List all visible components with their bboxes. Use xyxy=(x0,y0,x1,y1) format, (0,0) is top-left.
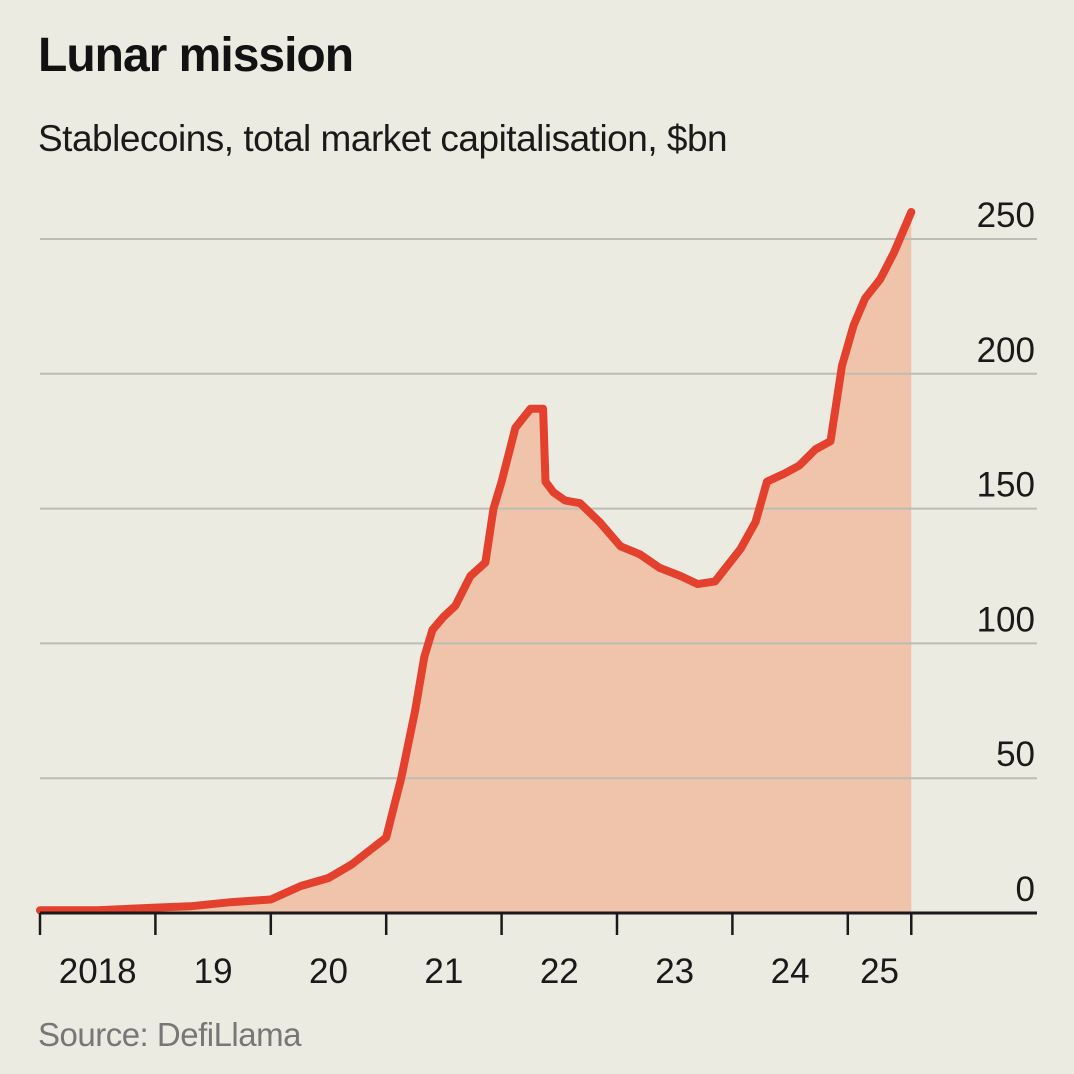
chart-subtitle: Stablecoins, total market capitalisation… xyxy=(38,118,728,159)
y-tick-label: 150 xyxy=(977,466,1035,505)
area-fill xyxy=(40,212,912,913)
y-tick-label: 200 xyxy=(977,331,1035,370)
x-tick-label: 22 xyxy=(540,952,579,991)
x-tick-label: 2018 xyxy=(59,952,137,991)
x-tick-label: 24 xyxy=(771,952,810,991)
x-tick-label: 25 xyxy=(860,952,899,991)
x-tick-label: 21 xyxy=(424,952,463,991)
chart-title: Lunar mission xyxy=(38,29,354,82)
y-tick-label: 250 xyxy=(977,196,1035,235)
source-note: Source: DefiLlama xyxy=(38,1016,301,1053)
y-tick-label: 100 xyxy=(977,600,1035,639)
x-tick-label: 23 xyxy=(655,952,694,991)
x-tick-label: 19 xyxy=(194,952,233,991)
y-tick-label: 0 xyxy=(1016,870,1035,909)
y-tick-label: 50 xyxy=(996,735,1035,774)
x-tick-label: 20 xyxy=(309,952,348,991)
series-line xyxy=(36,208,916,915)
